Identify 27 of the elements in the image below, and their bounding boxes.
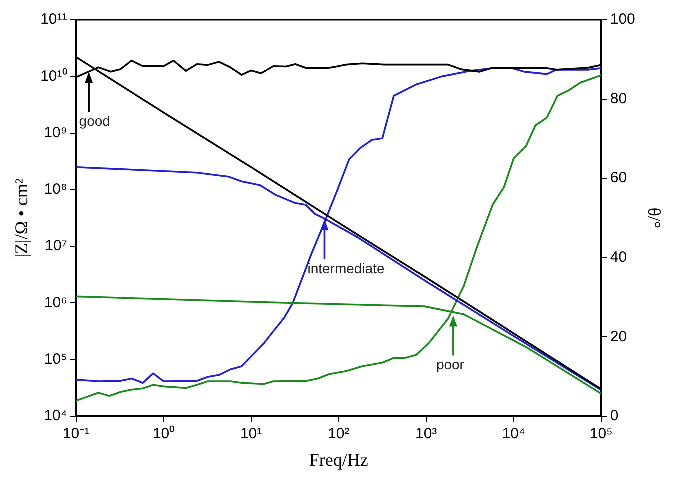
y2-tick-label: 20 <box>610 328 628 346</box>
y2-tick-label: 80 <box>610 90 628 108</box>
y2-tick-label: 40 <box>610 248 628 266</box>
y-tick-label: 10⁵ <box>44 350 68 368</box>
x-tick-label: 10³ <box>416 426 438 443</box>
y-tick-label: 10⁸ <box>44 181 68 198</box>
x-tick-label: 10⁵ <box>590 426 613 443</box>
x-tick-label: 10⁻¹ <box>62 426 90 443</box>
y-axis-title: |Z|/Ω • cm² <box>12 178 32 258</box>
annotation: intermediate <box>308 260 385 276</box>
y-tick-label: 10⁷ <box>45 238 68 255</box>
y-tick-label: 10⁴ <box>44 408 68 425</box>
x-tick-label: 10⁰ <box>152 426 175 443</box>
annotation: poor <box>436 356 465 373</box>
y2-tick-label: 100 <box>610 11 636 28</box>
x-tick-label: 10² <box>328 426 350 443</box>
y-tick-label: 10¹⁰ <box>40 68 68 85</box>
annotation: good <box>79 113 110 130</box>
y2-tick-label: 0 <box>610 408 619 425</box>
y-tick-label: 10⁹ <box>44 124 68 142</box>
y2-axis-title: θ/° <box>644 208 664 229</box>
x-tick-label: 10⁴ <box>502 426 526 443</box>
y-tick-label: 10⁶ <box>44 294 68 312</box>
x-axis-title: Freq/Hz <box>309 450 368 470</box>
y-tick-label: 10¹¹ <box>40 11 68 28</box>
x-tick-label: 10¹ <box>240 426 262 443</box>
y2-tick-label: 60 <box>610 170 628 187</box>
